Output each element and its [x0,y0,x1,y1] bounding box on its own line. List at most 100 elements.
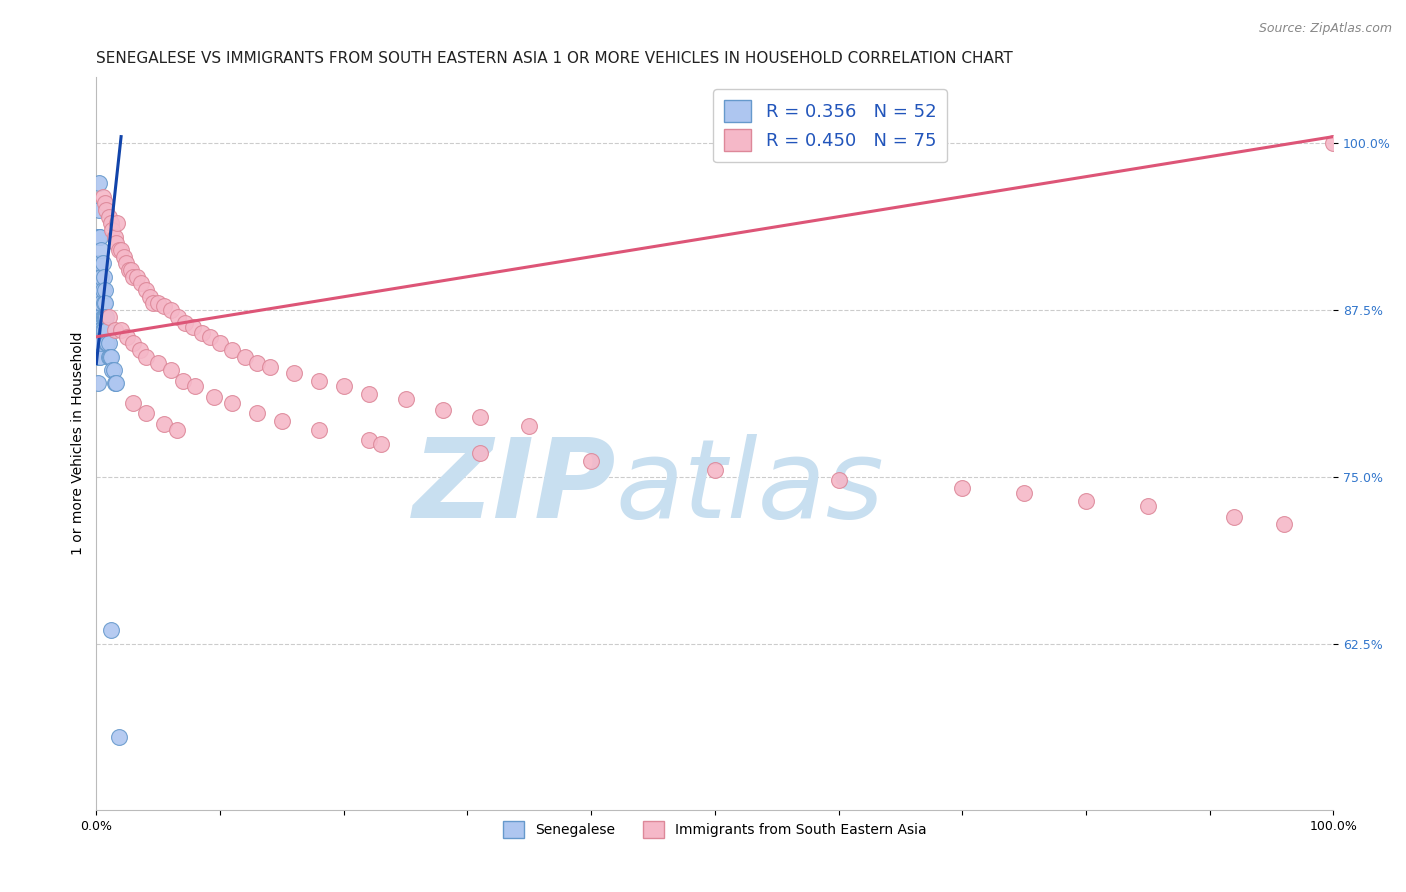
Point [1322,136,1344,151]
Point [86,350,108,364]
Point [283,366,305,380]
Point [517,419,540,434]
Point [246,406,269,420]
Point [87,177,110,191]
Point [166,423,188,437]
Point [468,409,491,424]
Point [91,283,114,297]
Point [703,463,725,477]
Point [86,256,108,270]
Point [101,363,124,377]
Point [332,379,354,393]
Text: atlas: atlas [616,434,884,541]
Point [110,323,132,337]
Point [86,310,108,324]
Point [86,336,108,351]
Point [122,336,145,351]
Legend: Senegalese, Immigrants from South Eastern Asia: Senegalese, Immigrants from South Easter… [498,816,932,844]
Point [87,202,110,217]
Point [97,210,120,224]
Point [86,376,108,391]
Point [91,310,114,324]
Point [89,283,111,297]
Point [1136,500,1159,514]
Text: ZIP: ZIP [412,434,616,541]
Point [87,336,110,351]
Point [233,350,256,364]
Point [357,433,380,447]
Point [112,250,135,264]
Point [128,343,150,358]
Point [90,323,112,337]
Point [87,229,110,244]
Point [142,296,165,310]
Point [202,390,225,404]
Point [271,414,294,428]
Point [94,283,117,297]
Point [120,263,142,277]
Point [94,310,117,324]
Point [159,363,181,377]
Point [97,310,120,324]
Point [117,330,139,344]
Point [90,243,112,257]
Point [96,323,118,337]
Point [104,376,127,391]
Point [90,336,112,351]
Point [308,374,330,388]
Point [96,336,118,351]
Text: SENEGALESE VS IMMIGRANTS FROM SOUTH EASTERN ASIA 1 OR MORE VEHICLES IN HOUSEHOLD: SENEGALESE VS IMMIGRANTS FROM SOUTH EAST… [97,51,1014,66]
Point [209,336,232,351]
Point [91,256,114,270]
Point [221,396,243,410]
Point [129,277,152,291]
Point [105,236,128,251]
Point [104,229,127,244]
Point [394,392,416,407]
Point [181,320,204,334]
Point [103,363,125,377]
Point [89,323,111,337]
Point [135,406,157,420]
Point [94,296,117,310]
Point [370,436,392,450]
Point [579,454,602,468]
Point [100,216,122,230]
Point [184,379,207,393]
Point [1012,486,1035,500]
Point [101,223,124,237]
Point [87,283,110,297]
Point [172,374,194,388]
Point [153,299,176,313]
Point [90,296,112,310]
Point [89,229,111,244]
Text: Source: ZipAtlas.com: Source: ZipAtlas.com [1258,22,1392,36]
Point [96,336,118,351]
Point [94,196,117,211]
Point [127,269,149,284]
Point [122,269,145,284]
Point [93,323,115,337]
Point [110,243,132,257]
Point [167,310,190,324]
Point [89,350,111,364]
Point [135,283,157,297]
Point [91,323,114,337]
Point [122,396,145,410]
Point [950,481,973,495]
Point [86,229,108,244]
Point [100,350,122,364]
Point [148,356,170,370]
Point [468,446,491,460]
Point [98,350,121,364]
Point [1272,516,1295,531]
Point [198,330,221,344]
Point [148,296,170,310]
Point [100,624,122,638]
Point [138,290,160,304]
Point [93,269,115,284]
Point [1074,494,1097,508]
Y-axis label: 1 or more Vehicles in Household: 1 or more Vehicles in Household [72,332,86,556]
Point [1223,510,1246,524]
Point [93,310,115,324]
